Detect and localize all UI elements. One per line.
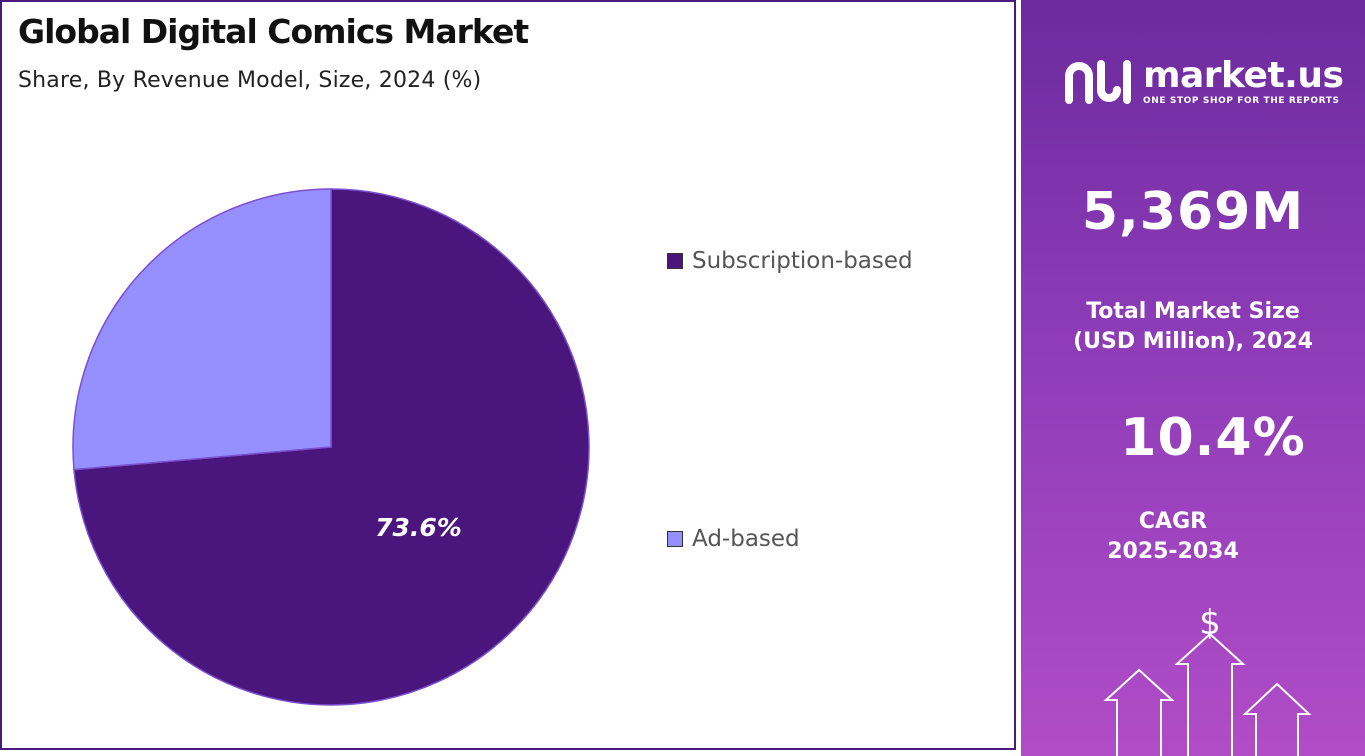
legend-label-ad-based: Ad-based [692, 526, 800, 552]
chart-title: Global Digital Comics Market [18, 12, 529, 51]
pie-data-label-0: 73.6% [375, 513, 462, 542]
market-us-logo-icon [1065, 60, 1131, 104]
legend-label-subscription: Subscription-based [692, 248, 913, 274]
legend-item-subscription: Subscription-based [667, 248, 913, 274]
brand-tagline: ONE STOP SHOP FOR THE REPORTS [1143, 96, 1340, 106]
legend-item-ad-based: Ad-based [667, 526, 800, 552]
cagr-label-line2: 2025-2034 [1107, 539, 1239, 564]
cagr-label-line1: CAGR [1138, 509, 1208, 534]
brand-name: market.us [1143, 55, 1344, 96]
growth-arrows-icon: $ [1103, 603, 1312, 756]
market-size-label-line1: Total Market Size [1086, 299, 1300, 324]
dollar-icon: $ [1199, 603, 1221, 643]
market-size-label-line2: (USD Million), 2024 [1073, 329, 1313, 354]
pie-chart: 73.6% [72, 188, 590, 706]
summary-panel: market.us ONE STOP SHOP FOR THE REPORTS … [1021, 0, 1365, 756]
legend-swatch-subscription [667, 253, 683, 269]
market-size-value: 5,369M [1081, 182, 1305, 242]
cagr-value: 10.4% [1120, 408, 1306, 468]
chart-frame: Global Digital Comics Market Share, By R… [0, 0, 1016, 750]
pie-slice-ad-based [72, 188, 332, 471]
market-us-logo: market.us ONE STOP SHOP FOR THE REPORTS [1063, 55, 1344, 108]
legend-swatch-ad-based [667, 531, 683, 547]
chart-subtitle: Share, By Revenue Model, Size, 2024 (%) [18, 68, 482, 93]
